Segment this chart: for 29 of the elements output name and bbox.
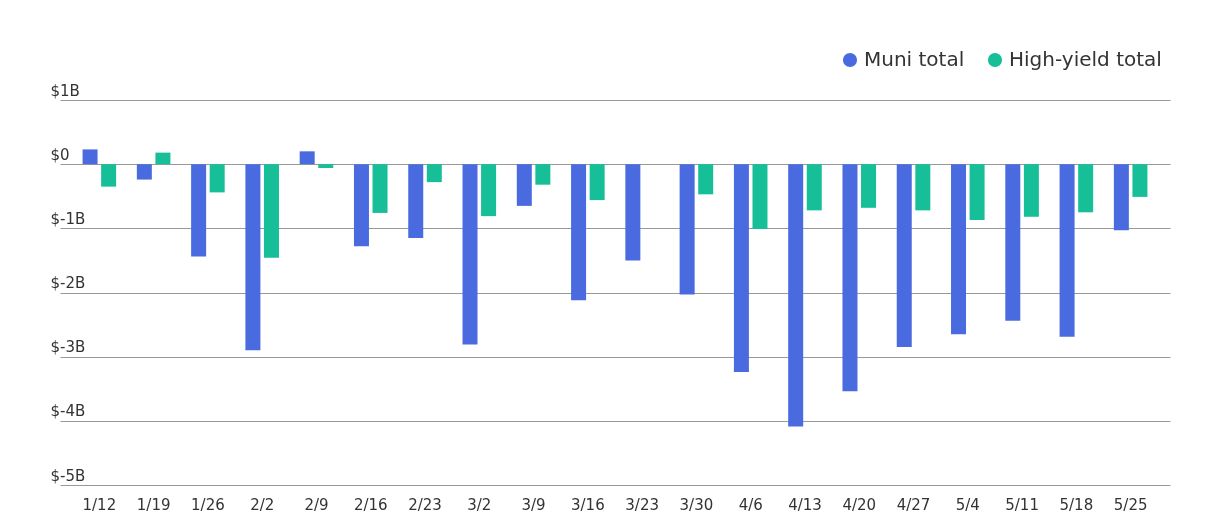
legend-label: Muni total (864, 47, 965, 71)
x-tick-label: 5/25 (1113, 495, 1148, 514)
x-tick-label: 5/4 (955, 495, 980, 514)
x-tick-label: 5/11 (1005, 495, 1039, 514)
y-tick-label: $-1B (50, 209, 86, 228)
x-tick-label: 4/20 (842, 495, 877, 514)
x-tick-label: 5/18 (1059, 495, 1094, 514)
x-tick-label: 4/6 (738, 495, 763, 514)
y-tick-label: $-2B (50, 274, 86, 292)
x-tick-label: 2/9 (304, 495, 329, 514)
x-tick-label: 1/12 (82, 495, 117, 514)
x-tick-label: 3/9 (521, 495, 546, 514)
x-tick-label: 1/26 (191, 495, 225, 514)
x-tick-label: 3/23 (625, 495, 659, 514)
y-tick-label: $-3B (50, 338, 86, 357)
x-tick-label: 1/19 (136, 495, 171, 514)
y-tick-label: $0 (50, 145, 70, 164)
y-tick-label: $-5B (50, 466, 86, 485)
x-tick-label: 3/30 (679, 495, 714, 514)
y-tick-label: $1B (50, 81, 80, 100)
y-tick-label: $-4B (50, 402, 86, 421)
x-tick-label: 4/27 (896, 495, 931, 514)
x-tick-label: 2/16 (353, 495, 388, 514)
x-tick-label: 3/2 (467, 495, 492, 514)
x-tick-label: 2/23 (408, 495, 442, 514)
x-tick-label: 3/16 (571, 495, 605, 514)
legend-label: High-yield total (1009, 47, 1162, 71)
x-tick-label: 2/2 (250, 495, 275, 514)
x-tick-label: 4/13 (788, 495, 822, 514)
